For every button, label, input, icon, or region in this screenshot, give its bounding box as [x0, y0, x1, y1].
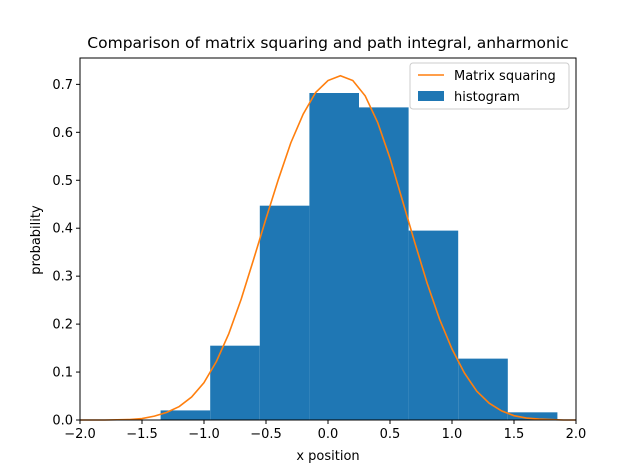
- y-tick-label: 0.2: [52, 318, 73, 333]
- legend-label-matrix-squaring: Matrix squaring: [454, 69, 556, 84]
- x-tick-label: 1.5: [504, 427, 525, 442]
- x-tick-label: 2.0: [566, 427, 587, 442]
- x-tick-label: −1.0: [188, 427, 220, 442]
- x-tick-label: −1.5: [126, 427, 158, 442]
- y-tick-label: 0.6: [52, 126, 73, 141]
- histogram-bar: [359, 107, 409, 420]
- legend-label-histogram: histogram: [454, 90, 520, 105]
- y-tick-label: 0.5: [52, 174, 73, 189]
- matrix-squaring-line: [80, 74, 576, 421]
- y-tick-label: 0.3: [52, 270, 73, 285]
- histogram-bar: [507, 412, 558, 420]
- legend: Matrix squaring histogram: [409, 62, 570, 110]
- histogram-bar: [408, 230, 459, 420]
- legend-bar-swatch: [418, 91, 444, 101]
- x-tick-label: −0.5: [250, 427, 282, 442]
- histogram-bar: [160, 410, 211, 420]
- y-tick-label: 0.0: [52, 414, 73, 429]
- x-tick-label: 0.5: [380, 427, 401, 442]
- x-tick-label: 1.0: [442, 427, 463, 442]
- chart-title: Comparison of matrix squaring and path i…: [87, 34, 568, 52]
- y-tick-label: 0.4: [52, 222, 73, 237]
- y-axis-title: probability: [29, 205, 44, 275]
- histogram-bar: [259, 205, 310, 420]
- x-tick-label: −2.0: [64, 427, 96, 442]
- y-tick-label: 0.7: [52, 78, 73, 93]
- y-tick-label: 0.1: [52, 366, 73, 381]
- x-tick-label: 0.0: [318, 427, 339, 442]
- histogram-bar: [309, 93, 359, 420]
- x-axis-title: x position: [296, 449, 359, 464]
- legend-box: [409, 62, 570, 110]
